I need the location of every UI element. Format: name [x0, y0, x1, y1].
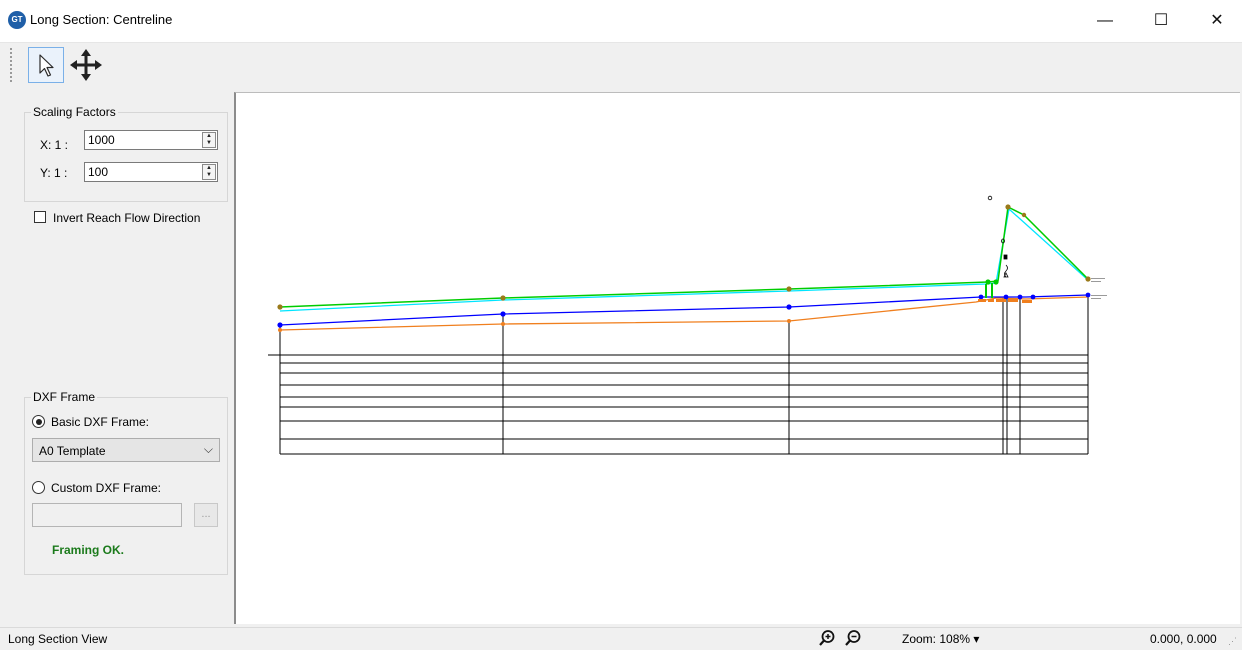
scaling-factors-group: Scaling Factors — [24, 105, 228, 202]
down-arrow-icon[interactable]: ▼ — [206, 140, 212, 146]
up-arrow-icon[interactable]: ▲ — [206, 133, 212, 139]
window-title: Long Section: Centreline — [30, 12, 173, 27]
down-arrow-icon[interactable]: ▼ — [206, 172, 212, 178]
invert-flow-label[interactable]: Invert Reach Flow Direction — [53, 211, 201, 225]
settings-panel: Scaling Factors X: 1 : ▲ ▼ Y: 1 : ▲ ▼ In… — [10, 92, 234, 622]
toolbar-grip[interactable] — [10, 48, 14, 82]
node-label-marks — [1091, 278, 1107, 299]
dxf-template-select[interactable]: A0 Template ⌵ — [32, 438, 220, 462]
pipe-end-markers — [978, 299, 1032, 303]
custom-dxf-radio[interactable] — [32, 481, 45, 494]
x-scale-spinbox[interactable]: ▲ ▼ — [84, 130, 218, 150]
basic-dxf-label[interactable]: Basic DXF Frame: — [51, 415, 150, 429]
long-section-canvas[interactable] — [234, 92, 1240, 624]
water-profile-cyan — [279, 207, 1089, 312]
resize-grip-icon[interactable]: ⋰ — [1228, 636, 1237, 646]
scaling-factors-title: Scaling Factors — [31, 105, 118, 119]
toolbar — [0, 43, 1242, 89]
pointer-icon — [39, 54, 54, 77]
invert-profile-blue — [279, 294, 1089, 326]
dxf-template-value: A0 Template — [39, 444, 106, 458]
x-scale-label: X: 1 : — [40, 138, 69, 152]
close-button[interactable]: ✕ — [1210, 12, 1224, 29]
pan-arrows-icon — [70, 49, 102, 81]
chevron-down-icon: ⌵ — [203, 442, 213, 456]
x-scale-stepper[interactable]: ▲ ▼ — [202, 132, 216, 148]
basic-dxf-radio[interactable] — [32, 415, 45, 428]
y-scale-stepper[interactable]: ▲ ▼ — [202, 164, 216, 180]
zoom-dropdown[interactable]: Zoom: 108% ▾ — [902, 632, 980, 646]
app-logo-icon: GT — [8, 11, 26, 29]
custom-dxf-path-field[interactable] — [32, 503, 182, 527]
maximize-button[interactable]: ☐ — [1153, 12, 1169, 29]
x-scale-input[interactable] — [85, 131, 195, 149]
zoom-in-icon[interactable] — [818, 629, 836, 650]
ground-profile-green — [279, 205, 1089, 308]
structure-annotations — [1001, 238, 1009, 278]
y-scale-label: Y: 1 : — [40, 166, 68, 180]
cursor-coordinates: 0.000, 0.000 — [1150, 632, 1217, 646]
manhole-risers — [985, 283, 993, 298]
select-tool-button[interactable] — [28, 47, 64, 83]
title-bar: GT Long Section: Centreline — ☐ ✕ — [0, 0, 1242, 43]
node-markers — [277, 195, 1091, 332]
custom-dxf-label[interactable]: Custom DXF Frame: — [51, 481, 162, 495]
y-scale-spinbox[interactable]: ▲ ▼ — [84, 162, 218, 182]
view-name: Long Section View — [8, 632, 108, 646]
profile-band-table — [268, 297, 1089, 455]
status-bar: Long Section View Zoom: 108% ▾ 0.000, 0.… — [0, 627, 1242, 650]
dxf-frame-title: DXF Frame — [31, 390, 98, 404]
minimize-button[interactable]: — — [1097, 12, 1113, 29]
up-arrow-icon[interactable]: ▲ — [206, 165, 212, 171]
invert-flow-checkbox[interactable] — [34, 211, 46, 223]
zoom-out-icon[interactable] — [844, 629, 862, 650]
dxf-frame-group: DXF Frame — [24, 390, 228, 575]
pan-tool-button[interactable] — [68, 47, 104, 83]
browse-button[interactable]: ... — [194, 503, 218, 527]
y-scale-input[interactable] — [85, 163, 195, 181]
long-section-drawing — [268, 195, 1107, 455]
framing-status: Framing OK. — [52, 543, 125, 557]
